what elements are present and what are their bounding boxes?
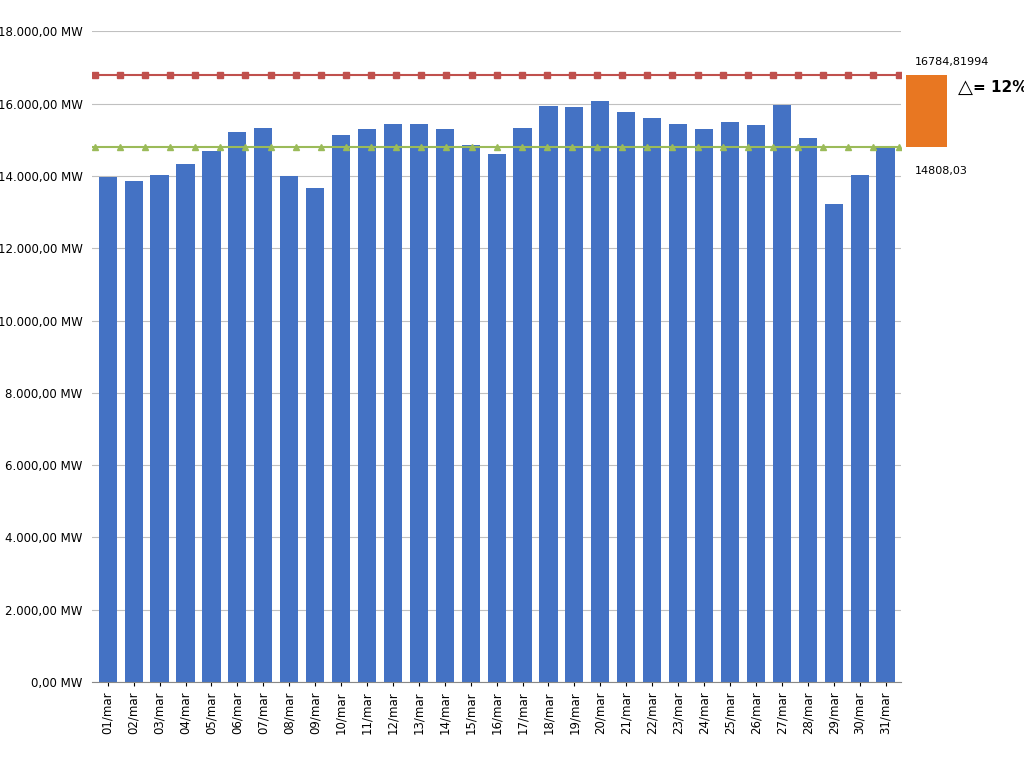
- Bar: [410, 124, 428, 682]
- Bar: [617, 112, 635, 682]
- Text: 14808,03: 14808,03: [914, 166, 968, 176]
- Bar: [281, 176, 298, 682]
- Bar: [773, 105, 791, 682]
- Bar: [435, 129, 454, 682]
- Text: = 12%: = 12%: [973, 80, 1024, 95]
- Bar: [487, 154, 506, 682]
- Bar: [669, 125, 687, 682]
- Bar: [332, 135, 350, 682]
- Bar: [877, 147, 895, 682]
- Bar: [125, 181, 142, 682]
- Text: △: △: [957, 78, 973, 97]
- Bar: [203, 151, 220, 682]
- Bar: [462, 144, 480, 682]
- Text: 16784,81994: 16784,81994: [914, 57, 989, 67]
- Bar: [513, 128, 531, 682]
- Bar: [721, 122, 739, 682]
- Bar: [176, 165, 195, 682]
- Bar: [746, 125, 765, 682]
- Bar: [151, 176, 169, 682]
- Bar: [228, 132, 247, 682]
- Bar: [851, 176, 868, 682]
- Bar: [591, 101, 609, 682]
- Bar: [824, 204, 843, 682]
- Bar: [306, 188, 325, 682]
- Bar: [540, 106, 558, 682]
- Bar: [695, 129, 713, 682]
- Bar: [799, 138, 817, 682]
- Bar: [565, 107, 584, 682]
- Bar: [358, 129, 376, 682]
- Bar: [643, 118, 662, 682]
- Bar: [98, 176, 117, 682]
- Bar: [384, 125, 402, 682]
- Bar: [254, 129, 272, 682]
